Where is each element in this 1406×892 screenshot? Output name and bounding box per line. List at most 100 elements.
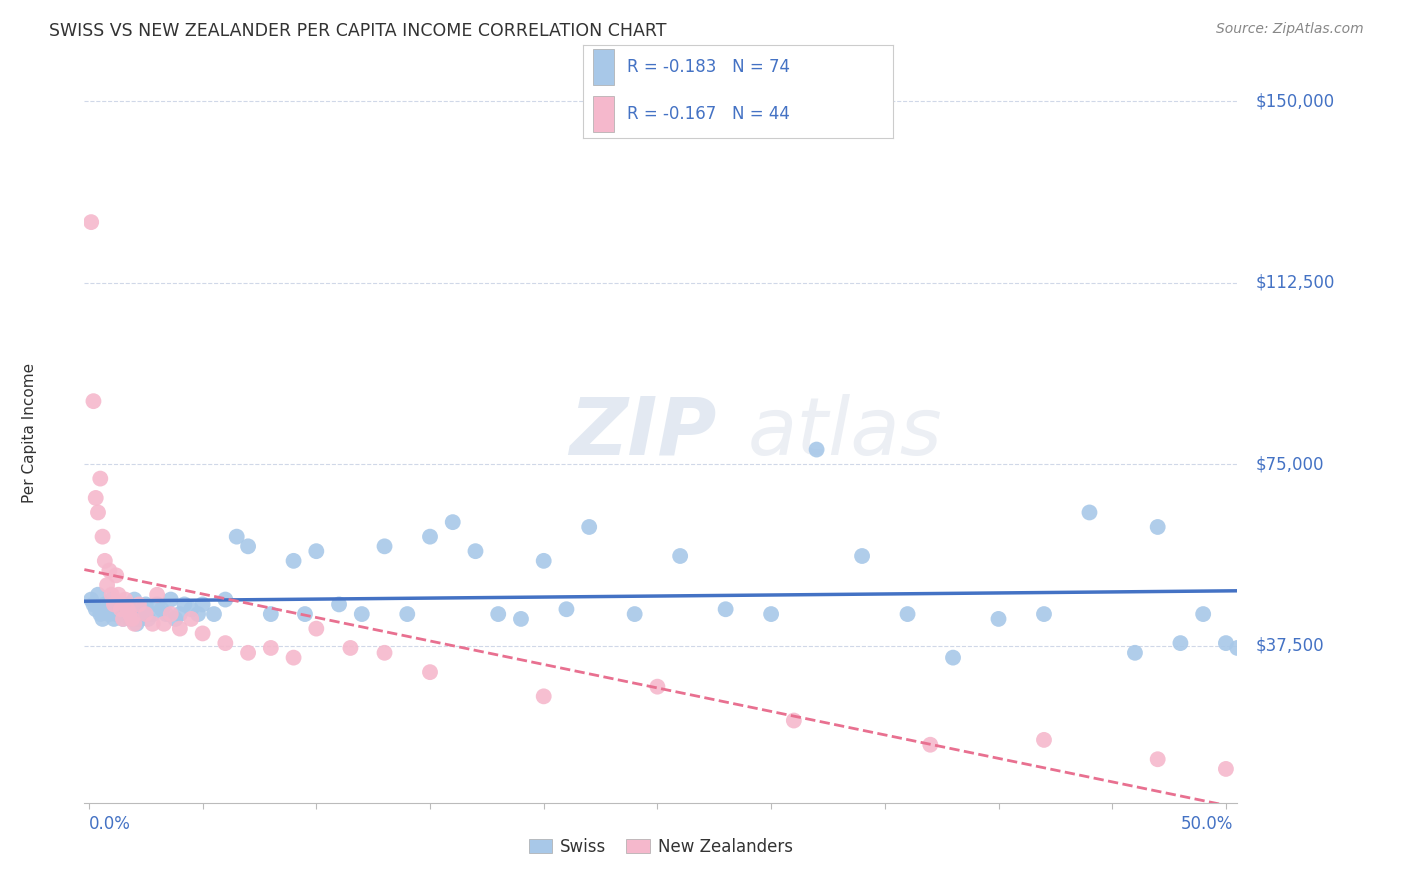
Point	[121, 612, 143, 626]
Point	[714, 602, 737, 616]
Point	[89, 607, 111, 621]
Point	[260, 607, 283, 621]
Point	[129, 607, 152, 621]
Point	[328, 598, 350, 612]
Text: 50.0%: 50.0%	[1181, 815, 1233, 833]
Point	[96, 578, 118, 592]
Point	[173, 598, 195, 612]
Point	[94, 554, 117, 568]
Point	[214, 636, 236, 650]
Point	[103, 612, 125, 626]
Point	[987, 612, 1010, 626]
FancyBboxPatch shape	[593, 96, 614, 132]
Point	[87, 506, 110, 520]
Text: $150,000: $150,000	[1256, 92, 1334, 110]
Point	[111, 612, 134, 626]
Point	[1123, 646, 1146, 660]
Point	[419, 530, 441, 544]
Point	[180, 612, 202, 626]
Point	[486, 607, 509, 621]
Point	[419, 665, 441, 680]
Point	[305, 544, 328, 558]
Point	[1146, 520, 1168, 534]
Point	[100, 592, 122, 607]
Point	[135, 607, 157, 621]
Point	[283, 554, 305, 568]
Point	[136, 612, 159, 626]
Point	[1226, 640, 1249, 655]
Text: ZIP: ZIP	[568, 393, 716, 472]
Point	[1033, 607, 1056, 621]
Point	[80, 592, 103, 607]
Point	[91, 612, 114, 626]
Point	[84, 602, 107, 616]
Point	[94, 598, 117, 612]
Text: R = -0.183   N = 74: R = -0.183 N = 74	[627, 58, 790, 76]
Point	[533, 690, 555, 704]
Point	[159, 607, 181, 621]
Point	[100, 588, 122, 602]
Point	[146, 588, 169, 602]
Point	[441, 515, 464, 529]
Point	[1033, 732, 1056, 747]
Point	[260, 640, 283, 655]
Point	[647, 680, 669, 694]
Point	[187, 607, 209, 621]
Point	[350, 607, 373, 621]
Point	[98, 607, 121, 621]
Point	[1146, 752, 1168, 766]
Text: Per Capita Income: Per Capita Income	[21, 362, 37, 503]
Point	[150, 602, 173, 616]
Point	[165, 612, 187, 626]
Point	[510, 612, 533, 626]
Point	[132, 602, 155, 616]
Point	[214, 592, 236, 607]
Point	[191, 598, 214, 612]
Point	[236, 646, 259, 660]
Point	[105, 568, 128, 582]
Point	[80, 215, 103, 229]
Text: $112,500: $112,500	[1256, 274, 1334, 292]
Point	[82, 598, 104, 612]
Point	[111, 612, 134, 626]
Text: SWISS VS NEW ZEALANDER PER CAPITA INCOME CORRELATION CHART: SWISS VS NEW ZEALANDER PER CAPITA INCOME…	[49, 22, 666, 40]
Point	[1215, 636, 1237, 650]
Text: $75,000: $75,000	[1256, 455, 1324, 473]
Point	[759, 607, 782, 621]
Point	[107, 588, 129, 602]
Point	[89, 472, 111, 486]
Point	[236, 539, 259, 553]
Point	[1215, 762, 1237, 776]
FancyBboxPatch shape	[593, 49, 614, 85]
Point	[84, 491, 107, 505]
Point	[146, 598, 169, 612]
Point	[920, 738, 942, 752]
Point	[533, 554, 555, 568]
Text: 0.0%: 0.0%	[89, 815, 131, 833]
Point	[117, 598, 139, 612]
Point	[128, 612, 150, 626]
Point	[225, 530, 247, 544]
Point	[169, 622, 191, 636]
Point	[114, 607, 136, 621]
Point	[128, 598, 150, 612]
Legend: Swiss, New Zealanders: Swiss, New Zealanders	[522, 831, 800, 863]
Point	[623, 607, 645, 621]
Point	[339, 640, 361, 655]
Point	[135, 598, 157, 612]
Point	[159, 592, 181, 607]
Point	[283, 650, 305, 665]
Point	[118, 607, 141, 621]
Point	[124, 616, 146, 631]
Point	[669, 549, 692, 563]
Point	[96, 602, 118, 616]
Point	[142, 616, 165, 631]
Point	[103, 598, 125, 612]
Point	[1170, 636, 1192, 650]
Point	[202, 607, 225, 621]
Point	[91, 530, 114, 544]
Point	[896, 607, 918, 621]
Point	[1078, 506, 1101, 520]
Point	[87, 588, 110, 602]
Point	[373, 539, 395, 553]
